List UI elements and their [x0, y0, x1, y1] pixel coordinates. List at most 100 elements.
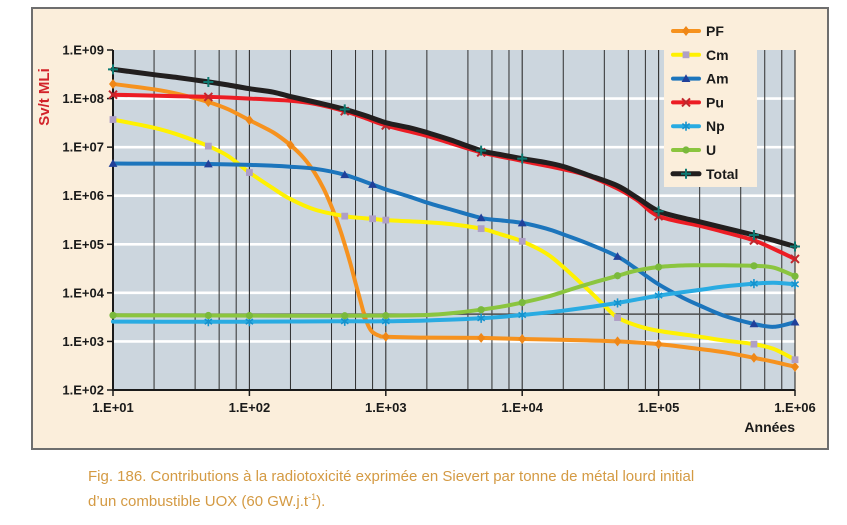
- series-path-u: [111, 263, 797, 318]
- square-marker: [109, 116, 117, 123]
- plus-marker: [681, 168, 691, 179]
- plus-marker: [108, 64, 118, 75]
- plus-marker: [517, 153, 528, 164]
- circle-marker: [518, 299, 526, 307]
- series-path-am: [111, 161, 797, 329]
- caption-line-2: d’un combustible UOX (60 GW.j.t-1).: [88, 492, 326, 511]
- y-tick-label: 1.E+04: [62, 285, 104, 300]
- series-am: [108, 159, 800, 329]
- x-marker: [203, 92, 214, 102]
- legend-item-total: Total: [670, 166, 738, 182]
- square-marker: [682, 51, 690, 59]
- diamond-marker: [654, 339, 663, 350]
- plus-marker: [790, 241, 800, 252]
- legend-label: Pu: [706, 94, 724, 110]
- y-tick-label: 1.E+02: [62, 383, 104, 398]
- diamond-marker: [109, 78, 117, 89]
- square-marker: [750, 340, 758, 348]
- circle-marker: [341, 312, 349, 320]
- legend-item-u: U: [671, 142, 716, 158]
- legend-item-np: Np: [671, 118, 725, 134]
- plus-marker: [653, 206, 664, 217]
- y-tick-label: 1.E+05: [62, 237, 104, 252]
- triangle-marker: [108, 159, 118, 167]
- circle-marker: [382, 312, 390, 320]
- circle-marker: [613, 272, 622, 280]
- asterisk-marker: [613, 298, 622, 308]
- diamond-marker: [518, 334, 527, 345]
- caption-line-1: Fig. 186. Contributions à la radiotoxici…: [88, 468, 695, 485]
- series-u: [109, 262, 799, 320]
- legend-label: Total: [706, 166, 738, 182]
- diamond-marker: [477, 332, 486, 343]
- series-np: [111, 279, 800, 327]
- legend-item-am: Am: [671, 71, 729, 87]
- square-marker: [341, 212, 349, 220]
- triangle-marker: [368, 180, 377, 188]
- y-tick-label: 1.E+07: [62, 140, 104, 155]
- circle-marker: [245, 312, 253, 320]
- diamond-marker: [245, 115, 254, 126]
- legend-label: Np: [706, 118, 725, 134]
- circle-marker: [791, 272, 799, 280]
- diamond-marker: [381, 331, 390, 342]
- triangle-marker: [790, 317, 800, 326]
- plus-marker: [339, 104, 350, 115]
- plus-marker: [203, 76, 214, 87]
- diamond-marker: [286, 140, 295, 151]
- x-tick-label: 1.E+04: [501, 400, 543, 415]
- triangle-marker: [681, 74, 691, 82]
- asterisk-marker: [518, 310, 527, 320]
- plus-marker: [748, 230, 759, 241]
- series-cm: [109, 116, 799, 364]
- diamond-marker: [749, 352, 758, 363]
- asterisk-marker: [749, 279, 759, 289]
- figure-frame: 1.E+09 1.E+08 1.E+07 1.E+06 1.E+05 1.E+04 1.E+…: [31, 7, 829, 450]
- square-marker: [518, 237, 526, 245]
- diamond-marker: [613, 336, 622, 347]
- x-tick-label: 1.E+02: [229, 400, 271, 415]
- square-marker: [614, 314, 621, 321]
- legend-label: PF: [706, 23, 724, 39]
- radiotoxicity-chart: 1.E+09 1.E+08 1.E+07 1.E+06 1.E+05 1.E+04 1.E+…: [36, 11, 816, 435]
- y-tick-label: 1.E+06: [62, 188, 104, 203]
- triangle-marker: [613, 252, 622, 260]
- square-marker: [477, 225, 485, 233]
- legend-item-pu: Pu: [671, 94, 724, 110]
- series-path-np: [111, 280, 797, 324]
- square-marker: [204, 142, 212, 150]
- legend-label: U: [706, 142, 716, 158]
- circle-marker: [109, 311, 117, 319]
- circle-marker: [682, 146, 690, 154]
- triangle-marker: [517, 218, 527, 227]
- y-axis-title: Sv/t MLi: [36, 68, 53, 126]
- x-axis-title: Années: [744, 419, 795, 435]
- asterisk-marker: [681, 121, 691, 131]
- triangle-marker: [749, 319, 759, 328]
- diamond-marker: [791, 361, 799, 372]
- series-path-pf: [111, 81, 797, 369]
- asterisk-marker: [654, 290, 663, 301]
- circle-marker: [477, 306, 485, 314]
- x-marker: [108, 90, 118, 100]
- legend: PF Cm Am Pu Np U Total: [664, 11, 757, 187]
- circle-marker: [750, 262, 758, 270]
- triangle-marker: [203, 159, 213, 168]
- x-marker: [790, 254, 800, 264]
- x-tick-label: 1.E+01: [92, 400, 134, 415]
- x-tick-label: 1.E+05: [638, 400, 680, 415]
- x-marker: [681, 97, 691, 108]
- legend-item-cm: Cm: [671, 47, 729, 63]
- legend-label: Am: [706, 71, 729, 87]
- asterisk-marker: [790, 279, 800, 289]
- triangle-marker: [340, 170, 350, 179]
- figure-caption: Fig. 186. Contributions à la radiotoxici…: [88, 464, 808, 514]
- x-tick-label: 1.E+03: [365, 400, 407, 415]
- legend-item-pf: PF: [671, 23, 724, 39]
- square-marker: [382, 216, 390, 224]
- square-marker: [791, 356, 799, 364]
- square-marker: [369, 215, 376, 223]
- caption-superscript: -1: [308, 492, 317, 502]
- circle-marker: [204, 311, 212, 320]
- series-total: [108, 64, 800, 252]
